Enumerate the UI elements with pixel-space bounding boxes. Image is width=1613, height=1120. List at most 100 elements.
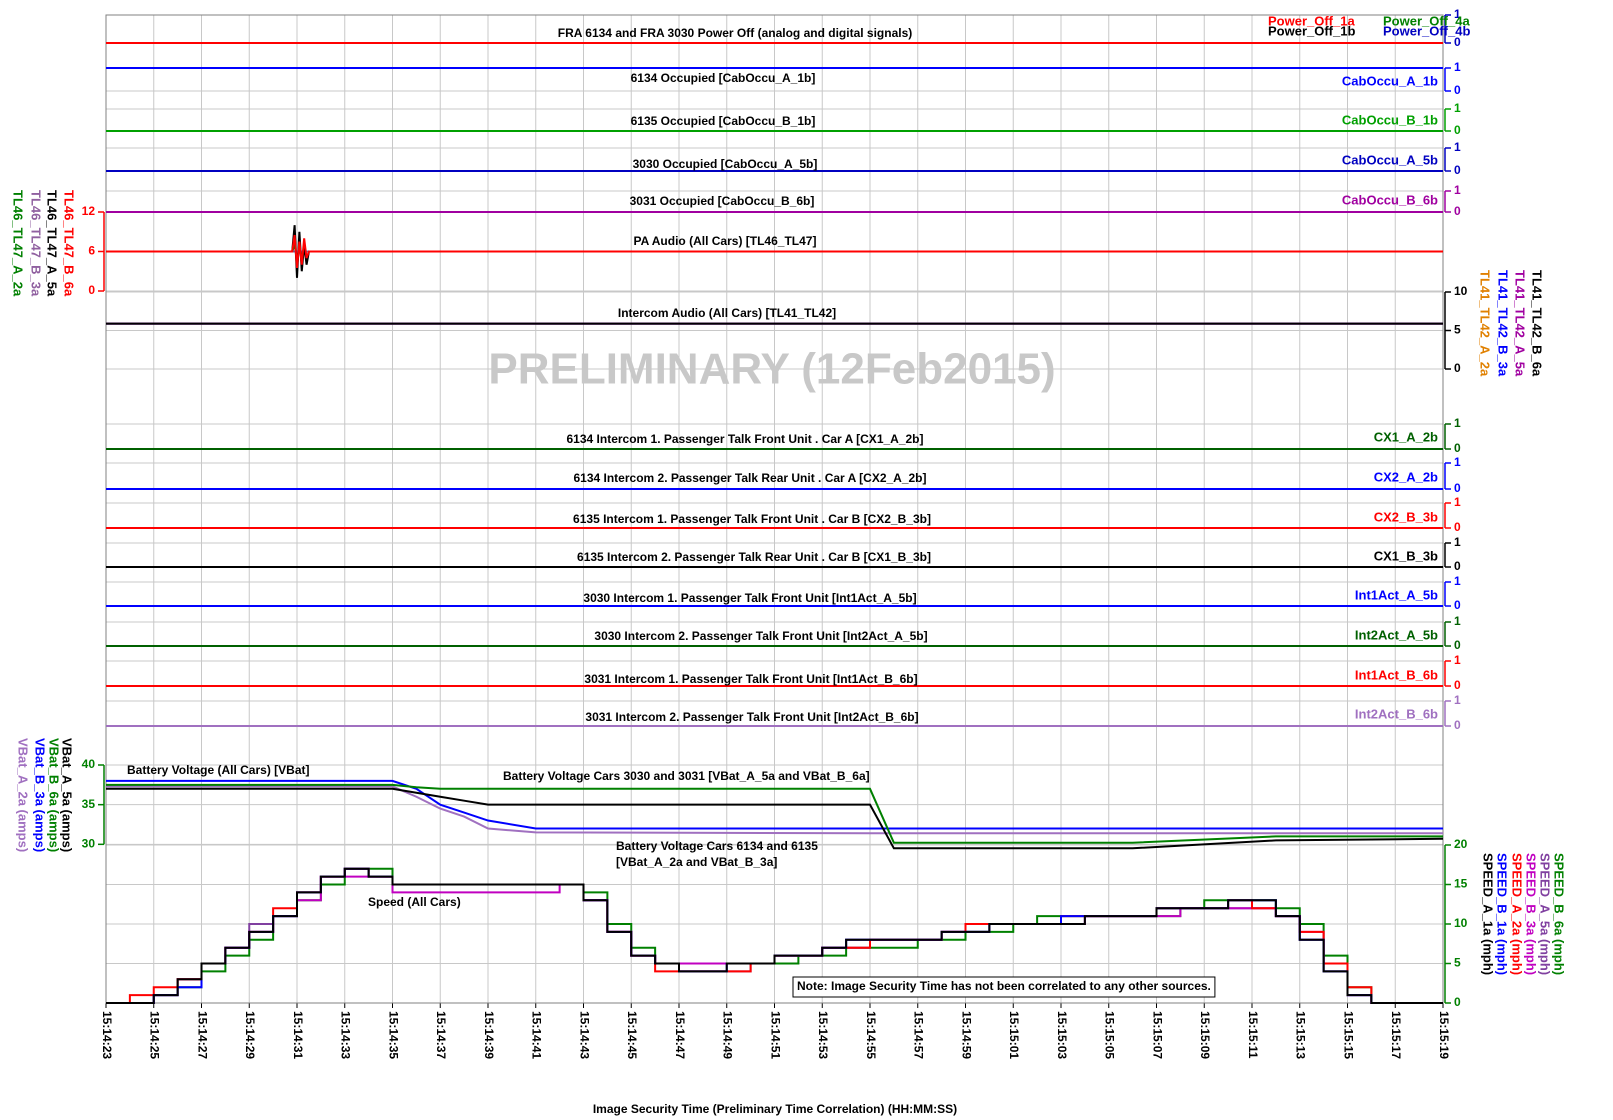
y-tick-label: 1 <box>1454 693 1461 707</box>
panel-title: 6135 Occupied [CabOccu_B_1b] <box>631 114 816 128</box>
y-tick-label: 0 <box>1454 35 1461 49</box>
legend-entry: Power_Off_4a <box>1383 13 1470 28</box>
legend-entry: TL41_TL42_A_2a <box>1478 270 1493 377</box>
panel-title: 6134 Occupied [CabOccu_A_1b] <box>631 71 816 85</box>
legend-entry: Power_Off_4b <box>1383 23 1470 38</box>
y-tick-label: 0 <box>1454 995 1461 1009</box>
y-tick-label: 0 <box>1454 441 1461 455</box>
y-tick-label: 0 <box>1454 678 1461 692</box>
legend-entry: SPEED_A_5a (mph) <box>1538 853 1553 975</box>
x-tick-label: 15:14:39 <box>482 1011 496 1059</box>
y-tick-label: 0 <box>1454 361 1461 375</box>
y-tick-label: 0 <box>88 283 95 297</box>
x-tick-label: 15:15:15 <box>1341 1011 1355 1059</box>
y-tick-label: 1 <box>1454 614 1461 628</box>
y-tick-label: 40 <box>82 757 96 771</box>
note-box <box>792 976 1216 998</box>
x-tick-label: 15:14:43 <box>577 1011 591 1059</box>
y-tick-label: 1 <box>1454 101 1461 115</box>
legend-entry: Int2Act_B_6b <box>1355 706 1438 721</box>
x-tick-label: 15:15:01 <box>1007 1011 1021 1059</box>
x-tick-label: 15:14:23 <box>100 1011 114 1059</box>
legend-entry: VBat_B_3a (amps) <box>33 738 48 852</box>
y-tick-label: 1 <box>1454 653 1461 667</box>
y-tick-label: 5 <box>1454 323 1461 337</box>
panel-title: 6134 Intercom 1. Passenger Talk Front Un… <box>567 432 924 446</box>
annotation: Battery Voltage Cars 3030 and 3031 [VBat… <box>503 769 870 783</box>
legend-entry: CabOccu_A_5b <box>1342 152 1438 167</box>
y-tick-label: 1 <box>1454 416 1461 430</box>
legend-entry: SPEED_A_2a (mph) <box>1510 853 1525 975</box>
legend-entry: VBat_A_2a (amps) <box>16 738 31 852</box>
legend-entry: TL46_TL47_A_2a <box>11 190 26 297</box>
x-tick-label: 15:15:09 <box>1198 1011 1212 1059</box>
x-tick-label: 15:14:55 <box>864 1011 878 1059</box>
x-tick-label: 15:14:41 <box>530 1011 544 1059</box>
annotation: Speed (All Cars) <box>368 895 461 909</box>
x-tick-label: 15:14:33 <box>339 1011 353 1059</box>
plot-frame <box>105 14 1444 1004</box>
legend-entry: TL46_TL47_A_5a <box>45 190 60 297</box>
y-tick-label: 0 <box>1454 123 1461 137</box>
legend-entry: SPEED_B_3a (mph) <box>1524 853 1539 975</box>
x-tick-label: 15:14:51 <box>768 1011 782 1059</box>
x-tick-label: 15:15:11 <box>1246 1011 1260 1059</box>
y-tick-label: 15 <box>1454 877 1468 891</box>
x-tick-label: 15:15:19 <box>1437 1011 1451 1059</box>
series-line <box>106 787 1444 850</box>
panel-title: PA Audio (All Cars) [TL46_TL47] <box>634 234 817 248</box>
legend-entry: Int1Act_B_6b <box>1355 667 1438 682</box>
x-tick-label: 15:14:37 <box>434 1011 448 1059</box>
legend-entry: TL46_TL47_B_3a <box>29 190 44 297</box>
legend-entry: Power_Off_1b <box>1268 23 1355 38</box>
x-tick-label: 15:14:49 <box>721 1011 735 1059</box>
y-tick-label: 1 <box>1454 455 1461 469</box>
y-tick-label: 1 <box>1454 183 1461 197</box>
x-tick-label: 15:14:47 <box>673 1011 687 1059</box>
labels: 15:14:23 15:14:25 15:14:27 15:14:29 15:14:31… <box>11 7 1567 1116</box>
x-tick-label: 15:14:29 <box>243 1011 257 1059</box>
series-line <box>106 234 1443 269</box>
annotation: [VBat_A_2a and VBat_B_3a] <box>616 855 777 869</box>
series-line <box>106 783 1443 844</box>
x-tick-label: 15:15:05 <box>1103 1011 1117 1059</box>
y-tick-label: 35 <box>82 797 96 811</box>
panel-title: 6135 Intercom 1. Passenger Talk Front Un… <box>573 512 931 526</box>
y-tick-label: 1 <box>1454 574 1461 588</box>
y-tick-label: 1 <box>1454 140 1461 154</box>
x-tick-label: 15:14:35 <box>386 1011 400 1059</box>
legend-entry: SPEED_B_1a (mph) <box>1495 853 1510 975</box>
annotation: Battery Voltage Cars 6134 and 6135 <box>616 839 818 853</box>
y-tick-label: 5 <box>1454 956 1461 970</box>
y-tick-label: 0 <box>1454 204 1461 218</box>
y-tick-label: 6 <box>88 244 95 258</box>
y-tick-label: 0 <box>1454 481 1461 495</box>
series-line <box>106 785 1443 835</box>
x-tick-label: 15:14:27 <box>195 1011 209 1059</box>
panel-title: FRA 6134 and FRA 3030 Power Off (analog … <box>558 26 913 40</box>
x-tick-label: 15:15:13 <box>1294 1011 1308 1059</box>
legend-entry: Int2Act_A_5b <box>1355 627 1438 642</box>
y-tick-label: 20 <box>1454 837 1468 851</box>
x-tick-label: 15:15:17 <box>1389 1011 1403 1059</box>
legend-entry: VBat_A_5a (amps) <box>60 738 75 852</box>
x-tick-label: 15:14:31 <box>291 1011 305 1059</box>
legend-entry: SPEED_B_6a (mph) <box>1552 853 1567 975</box>
legend-entry: TL41_TL42_B_3a <box>1496 270 1511 377</box>
legend-entry: Int1Act_A_5b <box>1355 587 1438 602</box>
y-tick-label: 1 <box>1454 535 1461 549</box>
y-tick-label: 1 <box>1454 7 1461 21</box>
legend-entry: SPEED_A_1a (mph) <box>1481 853 1496 975</box>
panel-title: 3030 Intercom 2. Passenger Talk Front Un… <box>594 629 927 643</box>
x-tick-label: 15:14:59 <box>959 1011 973 1059</box>
y-tick-label: 30 <box>82 837 96 851</box>
series-layer <box>106 42 1444 1004</box>
panel-title: Intercom Audio (All Cars) [TL41_TL42] <box>618 306 836 320</box>
x-tick-label: 15:14:25 <box>148 1011 162 1059</box>
x-tick-label: 15:14:53 <box>816 1011 830 1059</box>
legend-entry: CX2_B_3b <box>1374 509 1438 524</box>
legend-entry: CX1_B_3b <box>1374 548 1438 563</box>
legend-entry: CX1_A_2b <box>1374 429 1438 444</box>
series-line <box>106 867 1443 1004</box>
panel-title: 3030 Occupied [CabOccu_A_5b] <box>633 157 818 171</box>
